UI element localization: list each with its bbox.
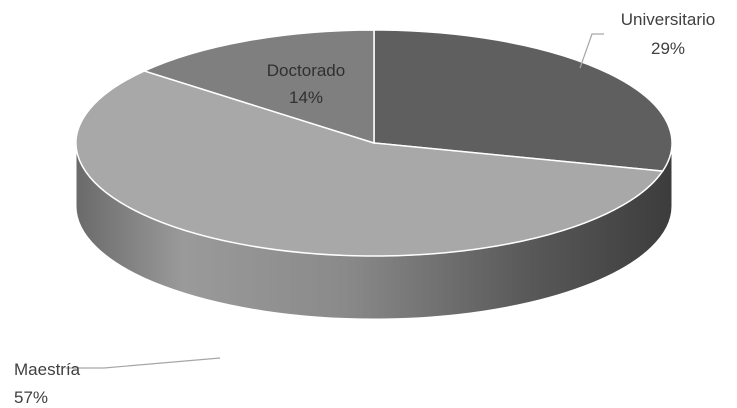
slice-label-doctorado: Doctorado — [267, 61, 345, 80]
universitario-leader-line — [579, 33, 604, 69]
maestria-leader-line — [66, 357, 221, 369]
pie-slice-maestria — [75, 70, 664, 257]
slice-label-universitario: Universitario — [621, 10, 715, 29]
pie-slice-universitario — [373, 29, 673, 172]
slice-percent-doctorado: 14% — [289, 88, 323, 107]
slice-label-maestria: Maestría — [14, 360, 81, 379]
slice-percent-maestria: 57% — [14, 388, 48, 407]
pie-slice-doctorado — [142, 29, 375, 145]
slice-percent-universitario: 29% — [651, 39, 685, 58]
